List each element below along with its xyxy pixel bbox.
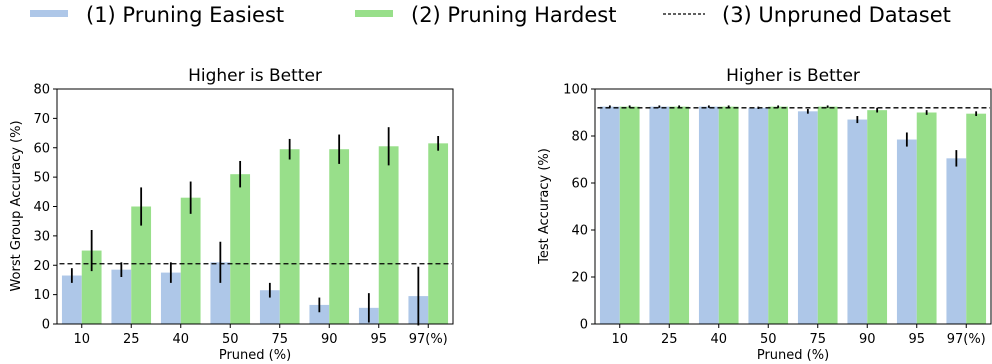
x-tick-label: 75 [271,332,288,347]
bar-series-1-50 [748,107,769,324]
bar-series-1-40 [160,272,181,324]
x-tick-label: 25 [123,332,140,347]
bar-series-1-90 [847,119,868,324]
bar-series-1-50 [210,262,231,324]
chart-title: Higher is Better [188,66,322,86]
x-tick-label: 75 [809,332,826,347]
x-ticks: 10 25 40 50 75 90 95 97(%) [611,324,986,347]
bar-series-1-90 [309,304,330,324]
legend-swatch-pruning-hardest [355,10,393,17]
x-tick-label: 50 [760,332,777,347]
bar-series-2-50 [230,174,251,324]
y-tick-label: 40 [33,200,50,215]
y-tick-label: 70 [33,112,50,127]
x-axis-label: Pruned (%) [219,348,291,363]
plot-frame [594,88,992,325]
legend: (1) Pruning Easiest (2) Pruning Hardest … [30,3,951,27]
x-tick-label: 40 [172,332,189,347]
x-tick-label: 10 [611,332,628,347]
bar-series-2-90 [329,149,350,324]
legend-label-pruning-easiest: (1) Pruning Easiest [86,3,284,27]
bar-series-1-40 [698,106,719,324]
y-tick-label: 80 [33,83,50,98]
x-tick-label: 50 [222,332,239,347]
y-tick-label: 0 [42,318,50,333]
x-tick-label: 10 [73,332,90,347]
y-tick-label: 50 [33,171,50,186]
bar-series-2-95 [916,112,937,324]
bar-series-1-75 [797,111,818,324]
x-axis-label: Pruned (%) [757,348,829,363]
bar-series-2-40 [718,106,739,324]
y-tick-label: 60 [571,177,588,192]
y-tick-label: 20 [33,259,50,274]
y-ticks: 0 10 20 30 40 50 60 70 80 [33,83,57,333]
bar-series-2-10 [81,250,102,324]
bar-series-2-75 [279,149,300,324]
bar-series-1-10 [61,275,82,324]
bar-series-1-25 [111,269,132,324]
bar-series-1-25 [649,106,670,324]
bar-series-2-25 [131,206,152,324]
y-tick-label: 0 [580,318,588,333]
bar-series-2-90 [867,110,888,325]
y-tick-label: 20 [571,271,588,286]
bar-series-1-95 [896,139,917,324]
x-tick-label: 40 [710,332,727,347]
bar-series-2-97(%) [966,113,987,324]
bar-series-2-50 [768,106,789,324]
bar-series-1-75 [259,290,280,324]
bars-layer [61,143,449,324]
x-tick-label: 95 [370,332,387,347]
x-tick-label: 97(%) [947,332,986,347]
x-ticks: 10 25 40 50 75 90 95 97(%) [73,324,448,347]
y-axis-label: Test Accuracy (%) [537,148,552,265]
y-tick-label: 80 [571,130,588,145]
bar-series-2-97(%) [428,143,449,324]
chart-worst-group-accuracy: Higher is Better 0 10 20 30 40 50 60 70 80 10 25 4… [9,66,454,363]
error-bars-layer [70,127,440,326]
x-tick-label: 90 [321,332,338,347]
legend-label-unpruned-dataset: (3) Unpruned Dataset [722,3,951,27]
y-ticks: 0 20 40 60 80 100 [563,83,595,333]
y-tick-label: 60 [33,141,50,156]
bar-series-2-25 [669,106,690,324]
bar-series-2-10 [619,106,640,324]
bar-series-2-95 [378,146,399,324]
legend-swatch-pruning-easiest [30,10,68,17]
bars-layer [599,106,987,325]
chart-title: Higher is Better [726,66,860,86]
x-tick-label: 97(%) [409,332,448,347]
bar-series-1-97(%) [946,158,967,324]
y-tick-label: 100 [563,83,588,98]
x-tick-label: 90 [859,332,876,347]
y-tick-label: 10 [33,288,50,303]
y-axis-label: Worst Group Accuracy (%) [9,120,24,291]
x-tick-label: 95 [908,332,925,347]
bar-series-1-10 [599,106,620,324]
legend-label-pruning-hardest: (2) Pruning Hardest [411,3,616,27]
chart-test-accuracy: Higher is Better 0 20 40 60 80 100 10 25 40 50 75… [537,66,992,363]
y-tick-label: 30 [33,229,50,244]
bar-series-2-75 [817,106,838,324]
bar-series-2-40 [180,197,201,324]
x-tick-label: 25 [661,332,678,347]
y-tick-label: 40 [571,224,588,239]
